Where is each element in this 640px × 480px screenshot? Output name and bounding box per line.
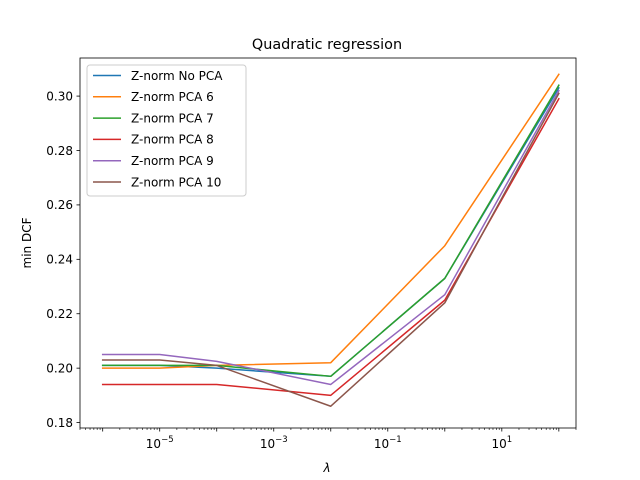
series-lines (101, 73, 560, 407)
legend: Z-norm No PCA Z-norm PCA 6 Z-norm PCA 7 Z-n… (86, 64, 247, 197)
y-axis-label: min DCF (20, 217, 34, 268)
legend-label-1: Z-norm No PCA (131, 69, 223, 83)
y-tick-label: 0.22 (46, 307, 73, 321)
x-tick-label: 10−1 (374, 435, 402, 451)
y-tick-label: 0.20 (46, 361, 73, 375)
y-tick-label: 0.26 (46, 198, 73, 212)
y-tick-label: 0.18 (46, 416, 73, 430)
legend-label-4: Z-norm PCA 8 (131, 133, 214, 147)
y-axis-ticks: 0.18 0.20 0.22 0.24 0.26 0.28 0.30 (46, 89, 80, 430)
x-tick-label: 10−5 (146, 435, 174, 451)
y-tick-label: 0.30 (46, 89, 73, 103)
x-axis-ticks: 10−5 10−3 10−1 101 (79, 428, 577, 451)
legend-label-6: Z-norm PCA 10 (131, 175, 221, 189)
series-line-6 (101, 92, 560, 407)
x-axis-label: λ (322, 461, 330, 475)
chart-title: Quadratic regression (252, 37, 402, 53)
x-tick-label: 10−3 (260, 435, 288, 451)
legend-items: Z-norm No PCA Z-norm PCA 6 Z-norm PCA 7 Z-n… (93, 69, 223, 189)
y-tick-label: 0.24 (46, 253, 73, 267)
series-line-3 (101, 84, 560, 378)
legend-label-5: Z-norm PCA 9 (131, 154, 214, 168)
legend-label-3: Z-norm PCA 7 (131, 111, 214, 125)
y-tick-label: 0.28 (46, 144, 73, 158)
legend-label-2: Z-norm PCA 6 (131, 90, 214, 104)
series-line-5 (101, 89, 560, 386)
x-tick-label: 101 (491, 435, 512, 451)
legend-frame (86, 64, 247, 197)
series-line-2 (101, 73, 560, 369)
